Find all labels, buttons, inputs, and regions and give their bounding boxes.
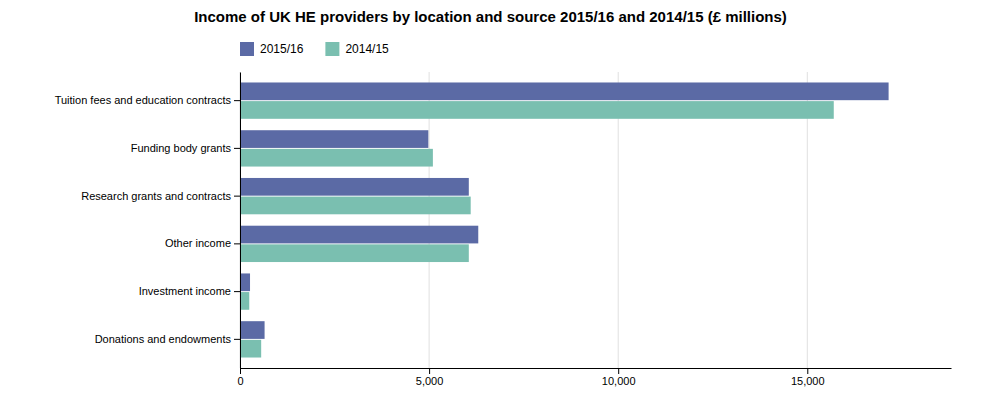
y-tick-label: Funding body grants <box>131 142 232 154</box>
bar <box>240 101 834 119</box>
bar <box>240 292 249 310</box>
bar <box>240 321 265 339</box>
legend-swatch <box>325 42 339 56</box>
x-tick-mark <box>240 368 241 374</box>
bar <box>240 273 250 291</box>
plot-area: 0 5,000 10,000 15,000 Tuition fees and educa… <box>55 72 952 387</box>
y-tick: Research grants and contracts <box>81 190 240 202</box>
x-tick-mark <box>807 368 808 374</box>
y-tick-mark <box>234 291 240 292</box>
x-tick-mark <box>618 368 619 374</box>
y-tick-label: Investment income <box>139 285 231 297</box>
y-tick: Tuition fees and education contracts <box>55 94 240 106</box>
y-tick-label: Other income <box>165 237 231 249</box>
y-tick-label: Tuition fees and education contracts <box>55 94 232 106</box>
y-tick: Investment income <box>139 285 240 297</box>
bar <box>240 82 889 100</box>
bar <box>240 197 471 215</box>
x-tick-label: 10,000 <box>602 375 636 387</box>
y-tick-mark <box>234 339 240 340</box>
x-axis: 0 5,000 10,000 15,000 <box>237 368 951 387</box>
legend-item: 2015/16 <box>240 42 304 56</box>
y-tick-mark <box>234 148 240 149</box>
grid-line <box>240 72 241 368</box>
bar <box>240 130 428 148</box>
legend-swatch <box>240 42 254 56</box>
bar <box>240 226 478 244</box>
y-axis: Tuition fees and education contracts Fund… <box>55 73 241 369</box>
legend-item: 2014/15 <box>325 42 389 56</box>
x-tick: 0 <box>237 368 243 387</box>
x-tick-label: 15,000 <box>791 375 825 387</box>
y-tick-mark <box>234 196 240 197</box>
x-tick: 5,000 <box>416 368 444 387</box>
legend-label: 2015/16 <box>260 42 304 56</box>
y-tick-mark <box>234 100 240 101</box>
y-tick-mark <box>234 243 240 244</box>
bar-series <box>240 82 889 338</box>
x-tick-label: 5,000 <box>416 375 444 387</box>
legend: 2015/16 2014/15 <box>240 42 389 56</box>
y-tick: Funding body grants <box>131 142 240 154</box>
bars <box>240 82 889 357</box>
bar <box>240 149 433 167</box>
bar <box>240 340 261 358</box>
x-tick-mark <box>429 368 430 374</box>
y-tick-label: Research grants and contracts <box>81 190 231 202</box>
x-tick: 10,000 <box>602 368 636 387</box>
y-tick: Donations and endowments <box>95 333 240 345</box>
legend-label: 2014/15 <box>345 42 389 56</box>
y-tick: Other income <box>165 237 240 249</box>
chart-svg: 0 5,000 10,000 15,000 Tuition fees and educa… <box>0 0 981 400</box>
title: Income of UK HE providers by location an… <box>194 8 787 25</box>
x-axis-line <box>241 368 952 369</box>
bar-series <box>240 101 834 357</box>
chart-container: 0 5,000 10,000 15,000 Tuition fees and educa… <box>0 0 981 400</box>
bar <box>240 178 469 196</box>
y-tick-label: Donations and endowments <box>95 333 232 345</box>
y-axis-line <box>240 73 241 369</box>
bar <box>240 244 469 262</box>
x-tick: 15,000 <box>791 368 825 387</box>
x-tick-label: 0 <box>237 375 243 387</box>
